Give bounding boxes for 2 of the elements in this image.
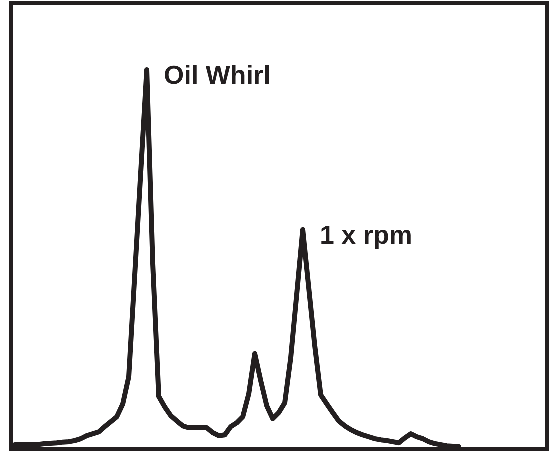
annotation: 1 x rpm <box>320 220 412 250</box>
annotation: Oil Whirl <box>164 60 271 90</box>
